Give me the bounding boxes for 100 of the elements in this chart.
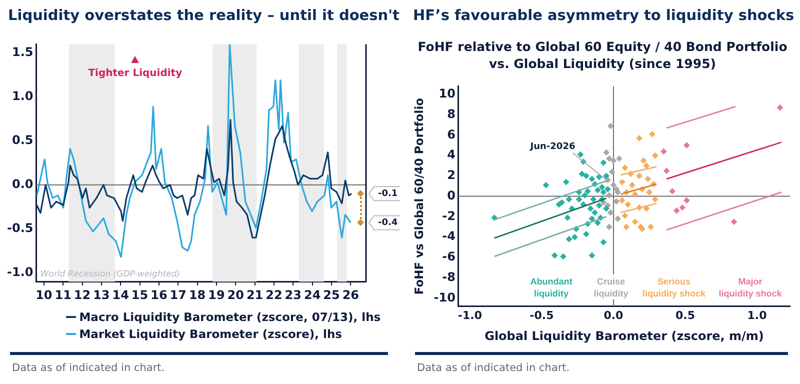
text: Data as of indicated in chart.: [12, 362, 165, 374]
point: [628, 182, 636, 188]
point: [624, 201, 632, 208]
x-tick-label: 1.0: [747, 308, 768, 322]
point: [644, 176, 652, 182]
point: [587, 205, 594, 212]
point: [564, 214, 571, 221]
point: [613, 198, 620, 205]
x-axis-title: Global Liquidity Barometer (zscore, m/m): [484, 328, 764, 343]
y-tick-label: 10: [438, 86, 456, 100]
point: [616, 155, 622, 162]
point: [603, 172, 610, 180]
x-tick-label: 22: [266, 288, 282, 302]
point: [623, 224, 630, 230]
y-tick-label: 0.0: [12, 177, 34, 192]
point: [582, 192, 588, 198]
point: [663, 168, 670, 174]
point: [607, 122, 614, 130]
y-tick-label: 0.5: [12, 133, 34, 148]
point: [608, 168, 616, 176]
point: [618, 178, 626, 186]
point: [604, 186, 611, 192]
point: [673, 207, 680, 214]
point: [683, 197, 690, 204]
point: [622, 164, 628, 171]
band-label: World Recession (GDP-weighted): [40, 270, 180, 280]
point: [669, 188, 676, 194]
x-tick-label: 16: [150, 288, 168, 302]
text: Data as of indicated in chart.: [417, 362, 570, 374]
point: [592, 209, 598, 216]
y-axis-title: FoHF vs Global 60/40 Portfolio: [412, 98, 426, 295]
x-tick-label: 26: [342, 288, 360, 302]
point: [610, 157, 617, 164]
point: [606, 192, 612, 198]
text: Cruise liquidity: [594, 276, 628, 298]
point: [600, 238, 607, 246]
point: [588, 252, 596, 259]
x-tick-label: -1.0: [458, 308, 482, 322]
point: [683, 142, 690, 149]
point: [622, 212, 628, 219]
point: [566, 196, 572, 203]
point: [603, 149, 610, 156]
point: [590, 196, 597, 203]
point: [600, 189, 607, 196]
y-tick-label: 1.5: [12, 45, 34, 60]
y-tick-label: -10: [434, 290, 456, 304]
x-tick-label: 11: [54, 288, 72, 302]
point: [606, 224, 612, 230]
point: [652, 196, 658, 203]
text: -0.4: [378, 218, 398, 228]
point: [646, 189, 653, 196]
point: [607, 209, 614, 216]
point: [606, 155, 612, 162]
point: [660, 148, 667, 155]
x-tick-label: -0.5: [530, 308, 554, 322]
point: [600, 159, 607, 166]
point: [652, 152, 658, 159]
x-tick-label: 0.5: [675, 308, 695, 322]
point: [583, 230, 590, 238]
point: [542, 182, 550, 188]
y-tick-label: -0.5: [6, 220, 34, 235]
point: [588, 176, 596, 182]
y-tick-label: -8: [442, 270, 456, 284]
point: [560, 253, 566, 260]
x-tick-label: 17: [170, 288, 186, 302]
x-tick-label: 23: [284, 288, 302, 302]
point: [594, 220, 601, 226]
point: [566, 236, 572, 242]
text: Serious liquidity shock: [642, 276, 706, 298]
chart-title: Liquidity overstates the reality – until it doesn't: [8, 8, 400, 24]
text: -0.1: [378, 189, 398, 200]
point: [558, 199, 566, 206]
point: [640, 157, 647, 164]
y-tick-label: -4: [442, 229, 456, 244]
x-tick-label: 14: [112, 288, 129, 302]
point: [594, 186, 601, 194]
point: [576, 196, 582, 203]
point: [578, 170, 586, 178]
point: [583, 172, 590, 180]
point: [562, 178, 570, 186]
x-tick-label: 20: [227, 288, 244, 302]
point: [614, 216, 621, 222]
y-tick-label: 8: [447, 106, 456, 121]
point: [643, 162, 650, 169]
y-tick-label: -1.0: [6, 264, 34, 279]
point: [636, 134, 643, 142]
x-tick-label: 19: [208, 288, 225, 302]
point: [679, 204, 686, 211]
point: [598, 184, 606, 190]
point: [776, 104, 784, 111]
point: [577, 151, 584, 158]
point: [551, 252, 558, 259]
y-tick-label: 2: [447, 168, 456, 182]
annotation: Jun-2026: [529, 142, 576, 152]
point: [730, 218, 738, 225]
x-tick-label: 0.0: [604, 308, 624, 322]
legend-label: Market Liquidity Barometer (zscore), lhs: [79, 326, 342, 340]
x-tick-label: 12: [74, 288, 91, 302]
y-tick-label: 0: [447, 188, 456, 202]
point: [572, 234, 578, 240]
